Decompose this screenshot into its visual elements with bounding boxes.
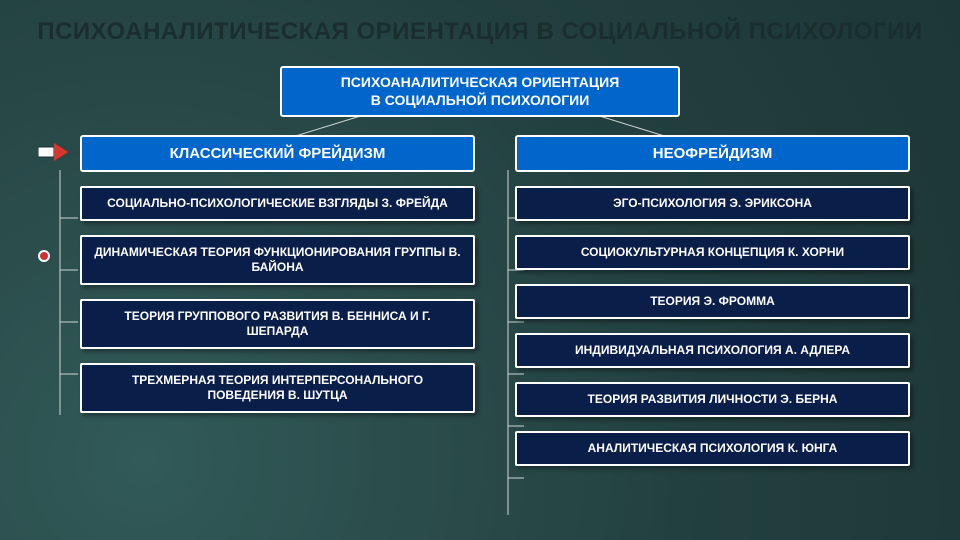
- right-item: АНАЛИТИЧЕСКАЯ ПСИХОЛОГИЯ К. ЮНГА: [515, 431, 910, 466]
- red-dot-icon: [38, 250, 50, 262]
- arrow-right-icon: [38, 143, 64, 159]
- right-item: ИНДИВИДУАЛЬНАЯ ПСИХОЛОГИЯ А. АДЛЕРА: [515, 333, 910, 368]
- left-column-header: КЛАССИЧЕСКИЙ ФРЕЙДИЗМ: [80, 135, 475, 172]
- right-item: ТЕОРИЯ Э. ФРОММА: [515, 284, 910, 319]
- left-item: ТРЕХМЕРНАЯ ТЕОРИЯ ИНТЕРПЕРСОНАЛЬНОГО ПОВ…: [80, 363, 475, 413]
- left-item: ТЕОРИЯ ГРУППОВОГО РАЗВИТИЯ В. БЕННИСА И …: [80, 299, 475, 349]
- right-item: ЭГО-ПСИХОЛОГИЯ Э. ЭРИКСОНА: [515, 186, 910, 221]
- columns: КЛАССИЧЕСКИЙ ФРЕЙДИЗМ СОЦИАЛЬНО-ПСИХОЛОГ…: [30, 135, 930, 480]
- right-column-header: НЕОФРЕЙДИЗМ: [515, 135, 910, 172]
- slide-content: ПСИХОАНАЛИТИЧЕСКАЯ ОРИЕНТАЦИЯ В СОЦИАЛЬН…: [0, 0, 960, 540]
- page-title: ПСИХОАНАЛИТИЧЕСКАЯ ОРИЕНТАЦИЯ В СОЦИАЛЬН…: [30, 18, 930, 46]
- left-item: СОЦИАЛЬНО-ПСИХОЛОГИЧЕСКИЕ ВЗГЛЯДЫ З. ФРЕ…: [80, 186, 475, 221]
- right-item: СОЦИОКУЛЬТУРНАЯ КОНЦЕПЦИЯ К. ХОРНИ: [515, 235, 910, 270]
- root-node-line2: В СОЦИАЛЬНОЙ ПСИХОЛОГИИ: [371, 92, 590, 108]
- right-column: НЕОФРЕЙДИЗМ ЭГО-ПСИХОЛОГИЯ Э. ЭРИКСОНА С…: [515, 135, 910, 480]
- left-column: КЛАССИЧЕСКИЙ ФРЕЙДИЗМ СОЦИАЛЬНО-ПСИХОЛОГ…: [80, 135, 475, 480]
- right-item: ТЕОРИЯ РАЗВИТИЯ ЛИЧНОСТИ Э. БЕРНА: [515, 382, 910, 417]
- left-item: ДИНАМИЧЕСКАЯ ТЕОРИЯ ФУНКЦИОНИРОВАНИЯ ГРУ…: [80, 235, 475, 285]
- root-node-line1: ПСИХОАНАЛИТИЧЕСКАЯ ОРИЕНТАЦИЯ: [341, 74, 620, 90]
- root-node: ПСИХОАНАЛИТИЧЕСКАЯ ОРИЕНТАЦИЯ В СОЦИАЛЬН…: [280, 66, 680, 117]
